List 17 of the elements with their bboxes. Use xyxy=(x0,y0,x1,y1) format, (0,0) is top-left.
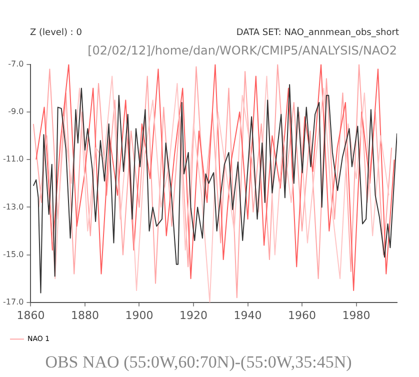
chart-subtitle: [02/02/12]/home/dan/WORK/CMIP5/ANALYSIS/NAO2 xyxy=(88,43,397,58)
x-tick-label: 1900 xyxy=(125,308,154,322)
y-tick-label: -17.0 xyxy=(2,297,24,306)
x-tick-label: 1940 xyxy=(234,308,262,322)
y-tick-label: -11.0 xyxy=(2,154,24,164)
text: OBS NAO (55:0W,60:70N)-(55:0W,35:45N) xyxy=(45,352,352,372)
text: DATA SET: NAO_annmean_obs_short xyxy=(236,28,399,38)
x-tick-label: 1960 xyxy=(288,308,316,322)
x-tick-label: 1980 xyxy=(342,308,370,322)
y-tick-label: -13.0 xyxy=(2,202,24,212)
y-tick-label: -9.0 xyxy=(8,107,24,116)
y-tick-label: -15.0 xyxy=(2,250,24,259)
text: Z (level) : 0 xyxy=(30,28,82,38)
x-tick-label: 1920 xyxy=(180,308,208,322)
x-tick-label: 1860 xyxy=(16,308,45,322)
x-tick-label: 1880 xyxy=(70,308,99,322)
y-tick-label: -7.0 xyxy=(8,59,24,68)
